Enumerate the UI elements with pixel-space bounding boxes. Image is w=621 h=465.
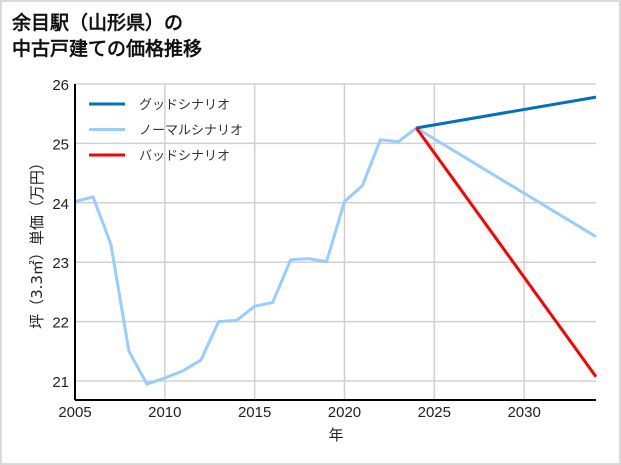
tick-labels: 21 22 23 24 25 26 2005 2010 2015 2020 2025 2030 [52, 77, 541, 421]
x-tick-label: 2020 [328, 404, 361, 421]
y-tick-label: 25 [52, 136, 69, 153]
series-line-2 [415, 127, 598, 378]
title-line-2: 中古戸建ての価格推移 [12, 38, 203, 60]
axes [74, 84, 596, 401]
title-line-1: 余目駅（山形県）の [12, 12, 184, 34]
legend-label: バッドシナリオ [139, 149, 230, 164]
legend-label: ノーマルシナリオ [139, 124, 243, 139]
x-tick-label: 2005 [58, 404, 91, 421]
data-series [74, 95, 598, 386]
x-tick-label: 2015 [238, 404, 271, 421]
y-tick-label: 24 [52, 196, 69, 213]
x-tick-label: 2010 [148, 404, 181, 421]
y-tick-label: 26 [52, 77, 69, 94]
y-tick-label: 22 [52, 315, 69, 332]
series-line-0 [416, 95, 597, 130]
legend-label: グッドシナリオ [139, 98, 230, 113]
y-axis-label: 坪（3.3㎡）単価（万円） [28, 155, 46, 329]
chart-title: 余目駅（山形県）の 中古戸建ての価格推移 [12, 10, 202, 62]
x-tick-label: 2030 [507, 404, 540, 421]
x-tick-label: 2025 [418, 404, 451, 421]
y-tick-label: 21 [52, 374, 69, 391]
series-line-1 [74, 126, 597, 386]
y-tick-label: 23 [52, 255, 69, 272]
x-axis-label: 年 [328, 426, 343, 444]
